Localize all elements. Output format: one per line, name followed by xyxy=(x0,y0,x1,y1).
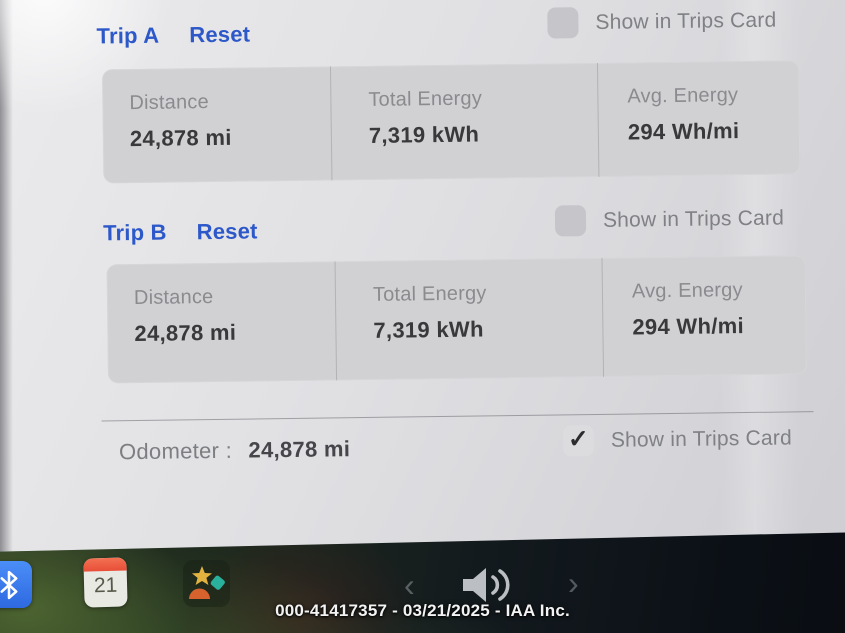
toybox-app-button[interactable] xyxy=(183,560,230,607)
stat-label: Avg. Energy xyxy=(627,84,739,108)
watermark-text: 000-41417357 - 03/21/2025 - IAA Inc. xyxy=(275,601,570,620)
stat-value: 294 Wh/mi xyxy=(627,118,740,145)
volume-right-chevron-icon[interactable]: › xyxy=(568,565,579,601)
odometer-show-checkbox[interactable]: ✓ xyxy=(562,425,595,457)
odometer-show-group: ✓ Show in Trips Card xyxy=(562,422,793,457)
trip-a-show-checkbox[interactable] xyxy=(547,7,579,39)
stat-label: Distance xyxy=(129,91,209,115)
trip-b-avg-energy-stat: Avg. Energy 294 Wh/mi xyxy=(601,255,806,377)
trip-b-distance-stat: Distance 24,878 mi xyxy=(107,261,337,383)
trip-b-show-checkbox[interactable] xyxy=(554,205,587,237)
stat-label: Total Energy xyxy=(372,282,487,306)
calendar-header-bar xyxy=(83,557,127,572)
trip-a-show-group: Show in Trips Card xyxy=(547,5,777,39)
stat-value: 24,878 mi xyxy=(134,319,237,347)
toybox-icon xyxy=(188,565,225,599)
volume-left-chevron-icon[interactable]: ‹ xyxy=(404,567,415,603)
trip-b-total-energy-stat: Total Energy 7,319 kWh xyxy=(334,257,604,381)
trip-a-stats-card: Distance 24,878 mi Total Energy 7,319 kW… xyxy=(101,60,801,184)
odometer-value: 24,878 mi xyxy=(248,436,351,463)
trip-a-show-label[interactable]: Show in Trips Card xyxy=(595,8,777,34)
trip-a-avg-energy-stat: Avg. Energy 294 Wh/mi xyxy=(596,60,801,177)
calendar-day-number: 21 xyxy=(93,573,118,598)
stat-label: Avg. Energy xyxy=(631,279,743,303)
stat-value: 7,319 kWh xyxy=(373,316,484,343)
section-divider xyxy=(101,411,814,422)
trip-a-distance-stat: Distance 24,878 mi xyxy=(102,66,331,183)
trip-b-header: Trip B Reset xyxy=(103,218,258,246)
trip-b-reset-button[interactable]: Reset xyxy=(196,218,258,245)
speaker-icon xyxy=(463,568,510,602)
trip-b-stats-card: Distance 24,878 mi Total Energy 7,319 kW… xyxy=(106,255,808,384)
trip-a-total-energy-stat: Total Energy 7,319 kWh xyxy=(329,62,599,181)
bluetooth-icon xyxy=(0,570,17,599)
checkmark-icon: ✓ xyxy=(567,425,590,454)
stat-label: Distance xyxy=(133,285,214,310)
odometer-row: Odometer : 24,878 mi xyxy=(119,436,351,465)
trip-a-header: Trip A Reset xyxy=(96,21,250,49)
trip-a-reset-button[interactable]: Reset xyxy=(189,21,251,48)
odometer-show-label[interactable]: Show in Trips Card xyxy=(610,425,793,452)
stat-value: 24,878 mi xyxy=(129,124,232,152)
stat-value: 7,319 kWh xyxy=(368,121,480,148)
odometer-label: Odometer : xyxy=(118,437,233,465)
trip-b-title: Trip B xyxy=(102,219,167,246)
trip-a-title: Trip A xyxy=(96,22,160,49)
trip-b-show-group: Show in Trips Card xyxy=(554,203,785,237)
volume-button[interactable] xyxy=(457,564,515,611)
stat-value: 294 Wh/mi xyxy=(632,313,745,340)
stat-label: Total Energy xyxy=(368,87,483,111)
trip-b-show-label[interactable]: Show in Trips Card xyxy=(602,206,785,232)
bluetooth-app-button[interactable] xyxy=(0,561,32,608)
